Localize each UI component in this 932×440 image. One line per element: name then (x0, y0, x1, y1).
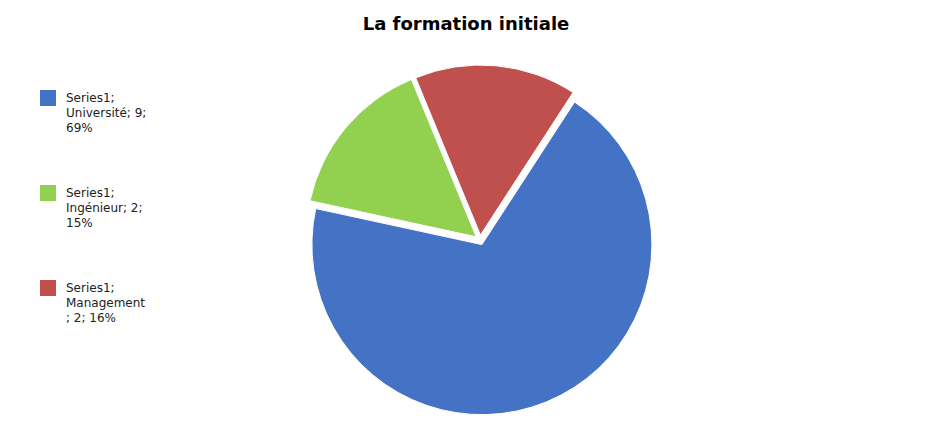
legend-label-line: Series1; (66, 281, 115, 295)
title: La formation initiale (363, 13, 570, 34)
pie (310, 65, 652, 415)
legend-label-line: ; 2; 16% (66, 311, 116, 325)
legend-label: Series1;Management; 2; 16% (66, 281, 145, 325)
legend-label: Series1;Université; 9;69% (66, 91, 146, 135)
legend-label-line: 15% (66, 216, 93, 230)
pie-slice (416, 65, 573, 235)
legend-label-line: Series1; (66, 91, 115, 105)
legend-item: Series1;Ingénieur; 2;15% (40, 185, 143, 230)
legend-item: Series1;Management; 2; 16% (40, 280, 145, 325)
legend-item: Series1;Université; 9;69% (40, 90, 146, 135)
chart: La formation initialeSeries1;Université;… (0, 0, 932, 440)
legend-swatch (40, 90, 56, 106)
legend-label: Series1;Ingénieur; 2;15% (66, 186, 143, 230)
legend-swatch (40, 280, 56, 296)
legend-swatch (40, 185, 56, 201)
legend-label-line: Ingénieur; 2; (66, 201, 143, 215)
legend: Series1;Université; 9;69%Series1;Ingénie… (40, 90, 146, 325)
legend-label-line: Management (66, 296, 145, 310)
legend-label-line: 69% (66, 121, 93, 135)
legend-label-line: Series1; (66, 186, 115, 200)
legend-label-line: Université; 9; (66, 106, 146, 120)
